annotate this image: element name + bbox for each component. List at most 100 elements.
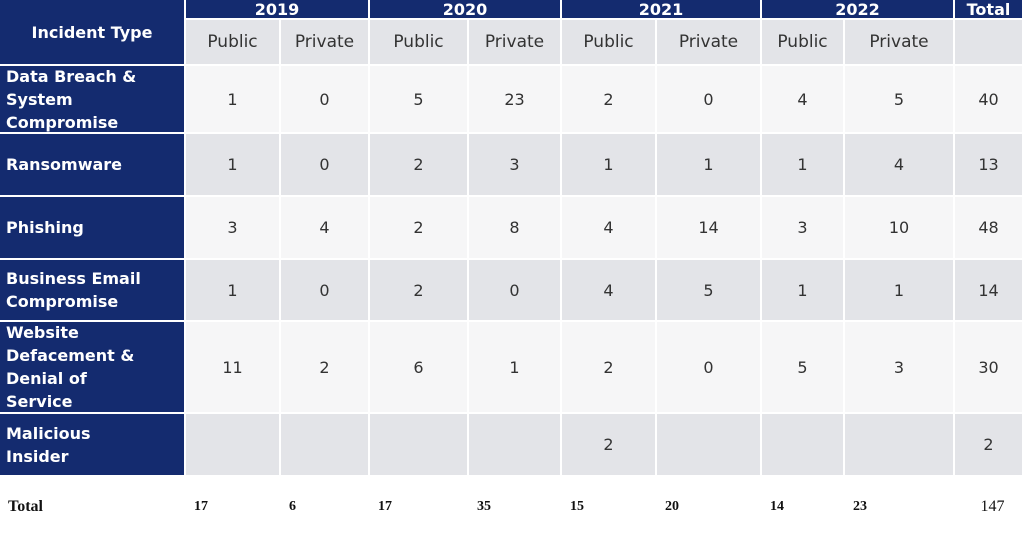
cell-text: 4 [319, 218, 330, 237]
value-cell: 2 [281, 322, 370, 414]
cell-text: 2022 [835, 0, 880, 19]
cell-text: Ransomware [6, 155, 123, 174]
cell-text: 2020 [442, 0, 488, 19]
cell-text: 8 [509, 218, 520, 237]
grand-total: 147 [955, 477, 1024, 538]
cell-text: 1 [893, 280, 905, 300]
totals-label: Total [0, 477, 186, 538]
value-cell: 5 [762, 322, 845, 414]
sub-header: Private [469, 20, 562, 66]
total-cell: 17 [370, 477, 469, 538]
cell-text: 1 [797, 155, 808, 174]
cell-text: 3 [893, 357, 905, 377]
row-total: 2 [955, 414, 1024, 477]
value-cell: 5 [657, 260, 762, 322]
value-cell: 2 [562, 414, 657, 477]
cell-text: 1 [227, 89, 238, 109]
cell-text: 6 [289, 498, 296, 514]
value-cell [657, 414, 762, 477]
value-cell: 2 [370, 260, 469, 322]
sub-header: Public [186, 20, 281, 66]
cell-text: 147 [980, 497, 1005, 515]
cell-text: 2 [413, 155, 424, 174]
cell-text: Incident Type [31, 22, 153, 42]
value-cell: 4 [762, 66, 845, 134]
value-cell: 14 [657, 197, 762, 260]
total-cell: 15 [562, 477, 657, 538]
cell-text: 2 [413, 218, 424, 237]
cell-text: 5 [413, 89, 424, 109]
cell-text: 30 [978, 357, 999, 377]
value-cell: 11 [186, 322, 281, 414]
cell-text: 11 [222, 357, 243, 377]
cell-text: Private [484, 32, 545, 52]
sub-header: Public [762, 20, 845, 66]
cell-text: 1 [227, 280, 238, 300]
value-cell: 3 [469, 134, 562, 197]
row-label: Data Breach & System Compromise [0, 66, 186, 134]
value-cell [186, 414, 281, 477]
value-cell: 0 [657, 66, 762, 134]
row-label: Business Email Compromise [0, 260, 186, 322]
value-cell: 1 [762, 260, 845, 322]
cell-text: 2019 [254, 0, 300, 19]
value-cell: 1 [845, 260, 955, 322]
cell-text: 3 [797, 218, 808, 237]
cell-text: Website Defacement & Denial of Service [6, 323, 135, 411]
cell-text: Public [777, 32, 828, 52]
value-cell: 3 [845, 322, 955, 414]
cell-text: 48 [978, 218, 999, 237]
cell-text: Public [393, 32, 444, 52]
cell-text: 14 [978, 280, 999, 300]
cell-text: Data Breach & System Compromise [6, 66, 137, 132]
value-cell: 1 [562, 134, 657, 197]
cell-text: 13 [978, 155, 999, 174]
cell-text: 2 [603, 357, 614, 377]
cell-text: 1 [703, 155, 714, 174]
cell-text: 1 [227, 155, 238, 174]
cell-text: 3 [227, 218, 238, 237]
year-header: 2022 [762, 0, 955, 20]
cell-text: Public [207, 32, 258, 52]
row-total: 48 [955, 197, 1024, 260]
cell-text: 0 [319, 155, 330, 174]
value-cell: 5 [370, 66, 469, 134]
cell-text: 17 [378, 498, 392, 514]
value-cell: 2 [370, 134, 469, 197]
cell-text: 1 [509, 357, 520, 377]
value-cell: 2 [562, 322, 657, 414]
value-cell: 4 [281, 197, 370, 260]
total-header: Total [955, 0, 1024, 20]
cell-text: 1 [797, 280, 808, 300]
cell-text: 14 [770, 498, 784, 514]
cell-text: 4 [603, 280, 614, 300]
cell-text: 35 [477, 498, 491, 514]
cell-text: Business Email Compromise [6, 269, 141, 311]
value-cell: 3 [186, 197, 281, 260]
value-cell: 1 [186, 66, 281, 134]
value-cell [370, 414, 469, 477]
sub-header: Private [845, 20, 955, 66]
value-cell: 3 [762, 197, 845, 260]
total-cell: 20 [657, 477, 762, 538]
cell-text: Total [966, 0, 1011, 19]
value-cell: 1 [186, 260, 281, 322]
row-label: Ransomware [0, 134, 186, 197]
total-cell: 17 [186, 477, 281, 538]
total-cell: 35 [469, 477, 562, 538]
value-cell: 0 [469, 260, 562, 322]
value-cell: 0 [657, 322, 762, 414]
value-cell: 1 [762, 134, 845, 197]
row-total: 30 [955, 322, 1024, 414]
value-cell: 0 [281, 134, 370, 197]
cell-text: Phishing [6, 218, 84, 237]
row-label: Malicious Insider [0, 414, 186, 477]
year-header: 2021 [562, 0, 762, 20]
value-cell: 2 [562, 66, 657, 134]
cell-text: Total [8, 497, 43, 515]
cell-text: 4 [797, 89, 808, 109]
cell-text: 0 [509, 280, 520, 300]
cell-text: 5 [703, 280, 714, 300]
value-cell: 4 [562, 260, 657, 322]
